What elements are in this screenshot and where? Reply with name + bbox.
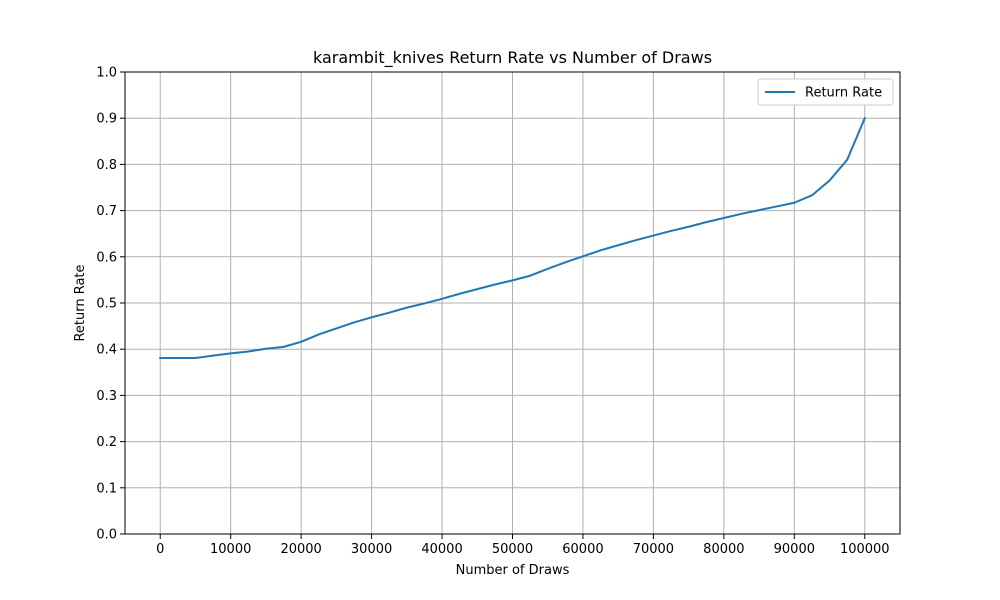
y-tick-label: 0.4 xyxy=(96,343,117,358)
x-tick-label: 60000 xyxy=(562,542,603,557)
x-tick-label: 80000 xyxy=(703,542,744,557)
x-tick-label: 100000 xyxy=(840,542,890,557)
y-tick-label: 1.0 xyxy=(96,66,117,81)
x-tick-label: 0 xyxy=(156,542,164,557)
x-tick-label: 10000 xyxy=(210,542,251,557)
series-lines xyxy=(159,116,867,359)
y-tick-label: 0.9 xyxy=(96,112,117,127)
y-tick-label: 0.1 xyxy=(96,481,117,496)
y-tick-label: 0.6 xyxy=(96,250,117,265)
x-tick-label: 40000 xyxy=(421,542,462,557)
legend-box xyxy=(757,78,894,106)
legend: Return Rate xyxy=(757,78,894,106)
chart-title: karambit_knives Return Rate vs Number of… xyxy=(313,48,712,68)
x-tick-label: 70000 xyxy=(633,542,674,557)
x-tick-label: 20000 xyxy=(280,542,321,557)
y-axis-label: Return Rate xyxy=(73,264,88,341)
x-tick-label: 50000 xyxy=(492,542,533,557)
x-tick-label: 30000 xyxy=(351,542,392,557)
y-tick-label: 0.5 xyxy=(96,297,117,312)
series-line-return-rate xyxy=(159,116,867,359)
plot-frame xyxy=(124,71,901,535)
y-tick-label: 0.7 xyxy=(96,204,117,219)
y-tick-label: 0.0 xyxy=(96,528,117,543)
y-tick-label: 0.8 xyxy=(96,158,117,173)
y-tick-label: 0.2 xyxy=(96,435,117,450)
legend-label: Return Rate xyxy=(805,86,882,101)
axis-ticks: 0 10000 20000 30000 40000 50000 60000 70000 8000… xyxy=(96,66,889,558)
x-axis-label: Number of Draws xyxy=(456,563,570,578)
x-tick-label: 90000 xyxy=(774,542,815,557)
y-tick-label: 0.3 xyxy=(96,389,117,404)
